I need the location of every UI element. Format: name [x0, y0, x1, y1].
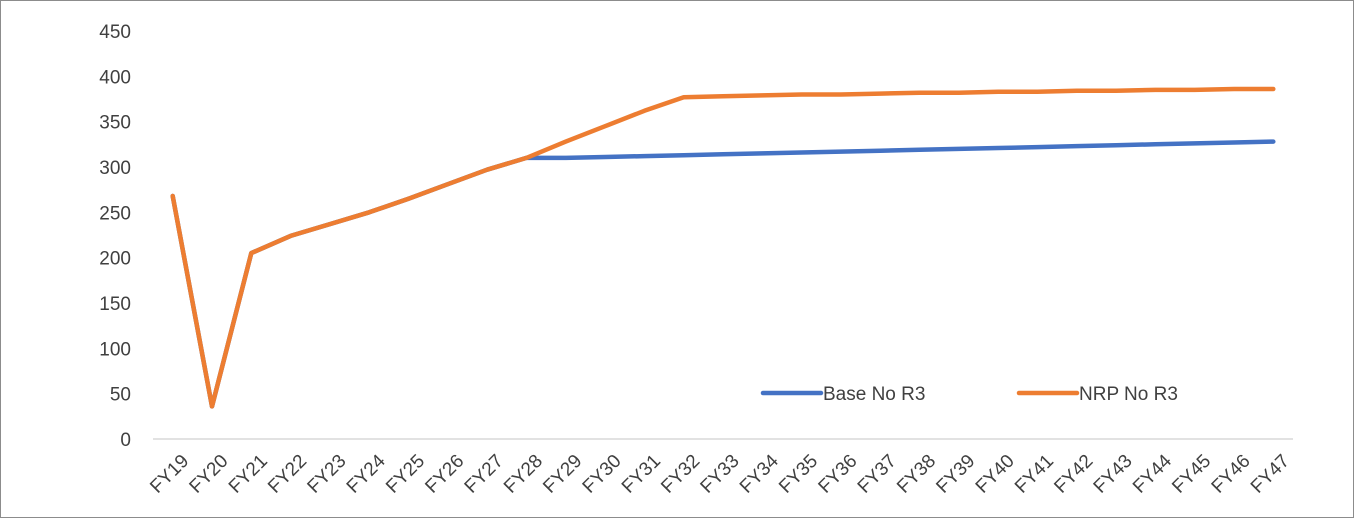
legend-label: NRP No R3	[1079, 384, 1178, 405]
y-tick-label: 150	[99, 294, 131, 315]
x-tick-label: FY43	[1090, 451, 1137, 498]
x-tick-label: FY33	[697, 451, 744, 498]
series-line-base-no-r3	[170, 139, 1276, 409]
legend: Base No R3 NRP No R3	[760, 384, 1178, 405]
y-tick-label: 100	[99, 339, 131, 360]
x-tick-label: FY28	[500, 451, 547, 498]
x-tick-label: FY19	[146, 451, 193, 498]
y-tick-label: 0	[120, 430, 131, 451]
series-layer	[170, 86, 1276, 409]
x-tick-label: FY38	[893, 451, 940, 498]
y-tick-label: 200	[99, 249, 131, 270]
y-axis: 0 50 100 150 200 250 300 350 400 450	[99, 22, 131, 451]
x-tick-label: FY32	[657, 451, 704, 498]
x-tick-label: FY40	[972, 451, 1019, 498]
legend-label: Base No R3	[823, 384, 925, 405]
x-tick-label: FY45	[1168, 451, 1215, 498]
x-tick-label: FY25	[382, 451, 429, 498]
x-tick-label: FY35	[775, 451, 822, 498]
y-tick-label: 400	[99, 67, 131, 88]
x-tick-label: FY41	[1011, 451, 1058, 498]
y-tick-label: 350	[99, 113, 131, 134]
x-tick-label: FY30	[579, 451, 626, 498]
x-tick-label: FY23	[304, 451, 351, 498]
x-tick-label: FY26	[421, 451, 468, 498]
y-tick-label: 300	[99, 158, 131, 179]
y-tick-label: 50	[110, 385, 131, 406]
x-tick-label: FY47	[1247, 451, 1294, 498]
x-tick-label: FY44	[1129, 450, 1176, 497]
x-tick-label: FY21	[225, 451, 272, 498]
x-tick-label: FY22	[264, 451, 311, 498]
x-tick-label: FY24	[343, 450, 390, 497]
x-tick-label: FY20	[186, 451, 233, 498]
x-tick-label: FY46	[1208, 451, 1255, 498]
x-axis: FY19FY20FY21FY22FY23FY24FY25FY26FY27FY28…	[146, 438, 1294, 498]
series-line-nrp-no-r3	[170, 86, 1276, 409]
x-tick-label: FY27	[461, 451, 508, 498]
x-tick-label: FY37	[854, 451, 901, 498]
x-tick-label: FY29	[539, 451, 586, 498]
x-tick-label: FY34	[736, 450, 783, 497]
y-tick-label: 250	[99, 203, 131, 224]
x-tick-label: FY39	[932, 451, 979, 498]
x-tick-label: FY36	[815, 451, 862, 498]
x-tick-label: FY31	[618, 451, 665, 498]
x-tick-label: FY42	[1050, 451, 1097, 498]
y-tick-label: 450	[99, 22, 131, 43]
